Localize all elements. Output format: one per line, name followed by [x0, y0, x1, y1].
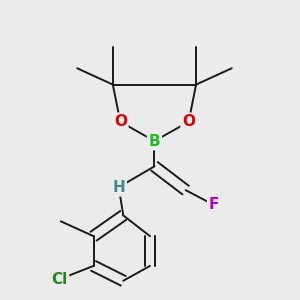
Text: F: F [209, 197, 219, 212]
Text: O: O [114, 114, 127, 129]
Text: Cl: Cl [51, 272, 68, 287]
Text: B: B [148, 134, 160, 148]
Text: H: H [112, 180, 125, 195]
Text: O: O [182, 114, 195, 129]
